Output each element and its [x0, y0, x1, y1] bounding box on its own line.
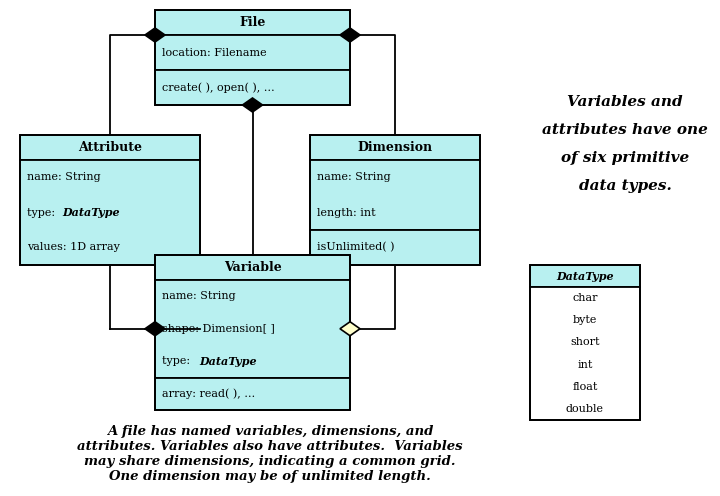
Bar	[530, 287, 640, 420]
Text: name: String: name: String	[317, 173, 391, 183]
Text: of six primitive: of six primitive	[561, 151, 689, 165]
Text: DataType: DataType	[199, 356, 256, 367]
Text: double: double	[566, 404, 604, 414]
Text: create( ), open( ), …: create( ), open( ), …	[162, 82, 275, 93]
Text: byte: byte	[573, 315, 597, 325]
Text: Dimension: Dimension	[357, 141, 433, 154]
Bar	[155, 377, 350, 410]
Bar	[20, 160, 200, 265]
Text: Attribute: Attribute	[78, 141, 142, 154]
Text: DataType: DataType	[556, 270, 614, 282]
Text: data types.: data types.	[579, 179, 671, 193]
Text: isUnlimited( ): isUnlimited( )	[317, 243, 395, 252]
Bar	[155, 10, 350, 35]
Polygon shape	[340, 322, 360, 336]
Bar	[155, 280, 350, 377]
Bar	[530, 265, 640, 287]
Text: Variable: Variable	[224, 261, 282, 274]
Bar	[310, 135, 480, 160]
Bar	[21, 197, 199, 228]
Text: type:: type:	[27, 207, 58, 218]
Text: attributes have one: attributes have one	[542, 123, 708, 137]
Polygon shape	[145, 322, 165, 336]
Bar	[310, 230, 480, 265]
Bar	[155, 70, 350, 105]
Bar	[155, 10, 350, 105]
Text: type:: type:	[162, 356, 197, 366]
Polygon shape	[243, 98, 263, 112]
Bar	[20, 135, 200, 265]
Text: values: 1D array: values: 1D array	[27, 243, 120, 252]
Text: type: DataType: type: DataType	[162, 356, 248, 366]
Bar	[530, 265, 640, 420]
Text: Variables and: Variables and	[567, 95, 683, 109]
Text: DataType: DataType	[62, 207, 120, 218]
Text: char: char	[572, 293, 598, 303]
Text: location: Filename: location: Filename	[162, 48, 266, 58]
Bar	[310, 135, 480, 265]
Bar	[155, 255, 350, 410]
Text: File: File	[239, 16, 266, 29]
Text: short: short	[570, 337, 600, 347]
Polygon shape	[340, 28, 360, 42]
Text: name: String: name: String	[162, 291, 235, 301]
Text: A file has named variables, dimensions, and
attributes. Variables also have attr: A file has named variables, dimensions, …	[77, 425, 463, 483]
Bar	[20, 135, 200, 160]
Text: int: int	[577, 360, 593, 370]
Polygon shape	[145, 28, 165, 42]
Text: shape: Dimension[ ]: shape: Dimension[ ]	[162, 324, 275, 334]
Bar	[155, 35, 350, 70]
Text: name: String: name: String	[27, 173, 101, 183]
Bar	[155, 255, 350, 280]
Bar	[310, 160, 480, 230]
Text: type: DataType: type: DataType	[27, 207, 112, 218]
Text: length: int: length: int	[317, 207, 376, 218]
Bar	[156, 347, 349, 376]
Text: array: read( ), …: array: read( ), …	[162, 388, 256, 399]
Text: float: float	[572, 382, 598, 392]
